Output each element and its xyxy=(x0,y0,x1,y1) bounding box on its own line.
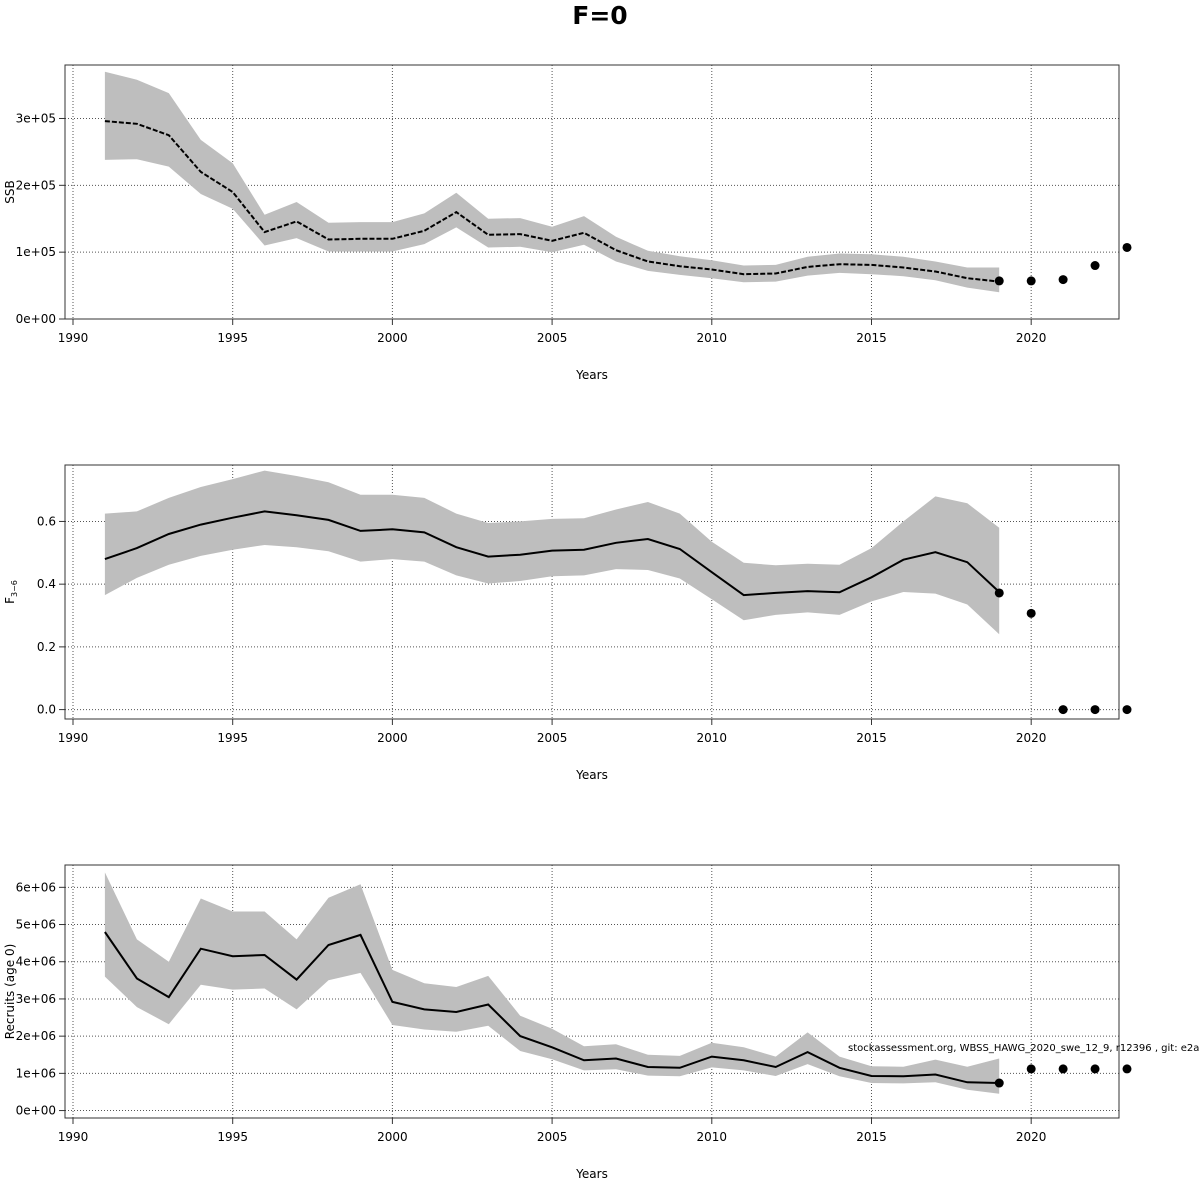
x-tick-label: 1995 xyxy=(217,1130,248,1144)
forecast-point xyxy=(1026,608,1036,618)
y-axis-label: F3−6 xyxy=(3,580,19,604)
x-tick-label: 2015 xyxy=(856,731,887,745)
y-tick-label: 0.6 xyxy=(37,514,56,528)
y-tick-label: 1e+05 xyxy=(16,245,56,259)
y-tick-label: 0.0 xyxy=(37,703,56,717)
plot-frame xyxy=(64,464,1120,720)
forecast-point xyxy=(1026,276,1036,286)
x-axis-label: Years xyxy=(575,368,608,382)
y-axis-label: Recruits (age 0) xyxy=(3,944,17,1040)
forecast-point xyxy=(1058,705,1068,715)
x-axis-label: Years xyxy=(575,768,608,782)
x-tick-label: 2005 xyxy=(537,331,568,345)
forecast-point xyxy=(1122,242,1132,252)
chart-title: F=0 xyxy=(572,1,628,30)
x-tick-label: 2000 xyxy=(377,1130,408,1144)
y-tick-label: 2e+06 xyxy=(16,1029,56,1043)
x-tick-label: 1990 xyxy=(58,331,89,345)
confidence-band xyxy=(104,71,1000,293)
y-tick-label: 0.2 xyxy=(37,640,56,654)
y-tick-label: 5e+06 xyxy=(16,918,56,932)
forecast-point xyxy=(1122,705,1132,715)
x-tick-label: 2005 xyxy=(537,1130,568,1144)
forecast-point xyxy=(1090,705,1100,715)
forecast-point xyxy=(1026,1064,1036,1074)
estimate-line xyxy=(104,120,1000,283)
x-tick-label: 2010 xyxy=(697,731,728,745)
y-tick-label: 3e+06 xyxy=(16,992,56,1006)
panel-ssb: 1990 1995 2000 2005 2010 2015 2020 0e+00 1e+05 2e… xyxy=(3,64,1132,382)
y-tick-label: 0.4 xyxy=(37,577,56,591)
forecast-point xyxy=(1058,275,1068,285)
confidence-band xyxy=(104,872,1000,1094)
y-tick-label: 6e+06 xyxy=(16,880,56,894)
forecast-point xyxy=(994,1078,1004,1088)
y-tick-label: 0e+00 xyxy=(16,312,56,326)
forecast-point xyxy=(1058,1064,1068,1074)
panel-recruits: 1990 1995 2000 2005 2010 2015 2020 0e+00 1e+06 2e… xyxy=(3,864,1132,1181)
y-tick-label: 2e+05 xyxy=(16,178,56,192)
y-tick-label: 3e+05 xyxy=(16,111,56,125)
estimate-line xyxy=(104,931,1000,1084)
x-axis-label: Years xyxy=(575,1167,608,1181)
forecast-point xyxy=(994,588,1004,598)
estimate-line xyxy=(104,510,1000,597)
footnote: stockassessment.org, WBSS_HAWG_2020_swe_… xyxy=(848,1043,1200,1054)
x-tick-label: 1990 xyxy=(58,1130,89,1144)
y-tick-label: 0e+00 xyxy=(16,1104,56,1118)
y-axis-label: SSB xyxy=(3,180,17,203)
x-tick-label: 2000 xyxy=(377,731,408,745)
x-tick-label: 2020 xyxy=(1016,731,1047,745)
y-tick-label: 4e+06 xyxy=(16,955,56,969)
panel-fbar: 1990 1995 2000 2005 2010 2015 2020 0.0 0.2 0.4 0.6… xyxy=(3,464,1132,782)
x-tick-label: 1995 xyxy=(217,331,248,345)
y-tick-label: 1e+06 xyxy=(16,1066,56,1080)
x-tick-label: 2010 xyxy=(697,1130,728,1144)
plot-frame xyxy=(64,864,1120,1119)
x-tick-label: 2000 xyxy=(377,331,408,345)
x-tick-label: 1990 xyxy=(58,731,89,745)
forecast-point xyxy=(1090,1064,1100,1074)
x-tick-label: 2010 xyxy=(697,331,728,345)
x-tick-label: 2015 xyxy=(856,1130,887,1144)
x-tick-label: 2005 xyxy=(537,731,568,745)
forecast-point xyxy=(1122,1064,1132,1074)
x-tick-label: 1995 xyxy=(217,731,248,745)
forecast-point xyxy=(1090,261,1100,271)
x-tick-label: 2020 xyxy=(1016,1130,1047,1144)
plot-frame xyxy=(64,64,1120,320)
forecast-point xyxy=(994,276,1004,286)
x-tick-label: 2020 xyxy=(1016,331,1047,345)
x-tick-label: 2015 xyxy=(856,331,887,345)
